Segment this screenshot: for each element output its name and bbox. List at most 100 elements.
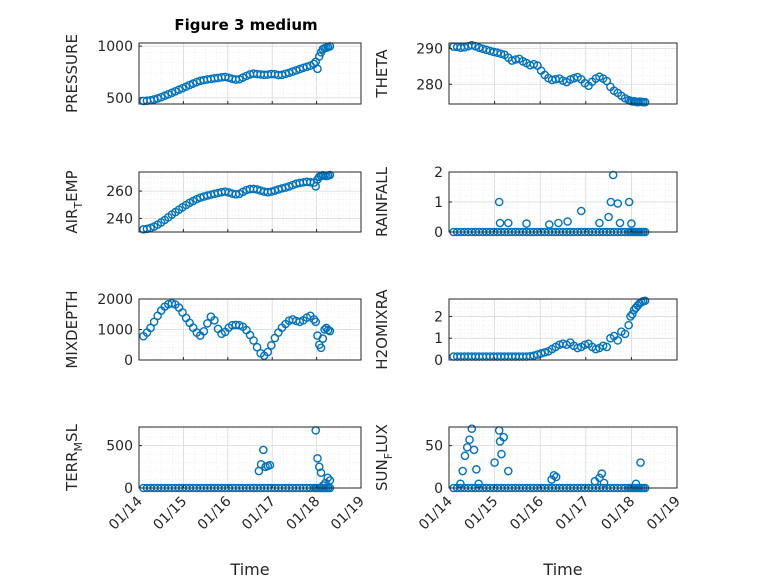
- data-point: [503, 218, 513, 228]
- x-axis-label: Time: [542, 560, 582, 579]
- data-point: [496, 49, 506, 59]
- x-axis-label: Time: [229, 560, 269, 579]
- y-tick-label: 2: [434, 309, 443, 325]
- data-point: [314, 52, 324, 61]
- y-tick-label: 1000: [97, 39, 133, 55]
- data-point: [522, 219, 531, 228]
- data-point: [591, 344, 601, 354]
- y-tick-label: 2000: [97, 292, 133, 308]
- data-point: [460, 451, 470, 461]
- data-point: [597, 469, 607, 478]
- data-point: [640, 296, 650, 306]
- data-point: [599, 478, 609, 488]
- axes-box: [138, 42, 362, 105]
- data-point: [306, 177, 315, 187]
- data-point: [265, 460, 275, 470]
- grid: [138, 427, 362, 489]
- data-point: [628, 309, 637, 319]
- y-axis-label: H2OMIXRA: [373, 289, 391, 370]
- data-point: [311, 317, 321, 327]
- x-ticks: [448, 357, 678, 360]
- data-point: [613, 199, 623, 208]
- y-tick-label: 0: [434, 225, 443, 241]
- data-point: [547, 475, 556, 484]
- data-point: [549, 470, 559, 480]
- data-point: [267, 341, 276, 350]
- data-point: [467, 40, 477, 50]
- data-point: [465, 435, 474, 445]
- y-axis-label: MIXDEPTH: [63, 290, 81, 368]
- data-point: [316, 468, 326, 478]
- y-tick-label: 1000: [97, 323, 133, 339]
- y-tick-label: 500: [106, 91, 133, 107]
- data-point: [467, 424, 477, 433]
- y-tick-label: 0: [434, 481, 443, 497]
- data-point: [503, 466, 513, 476]
- axes-box: [448, 42, 678, 105]
- grid: [138, 171, 362, 233]
- data-point: [456, 479, 465, 489]
- grid: [448, 171, 678, 233]
- data-point: [573, 343, 582, 353]
- data-point: [313, 454, 322, 463]
- data-point: [540, 348, 550, 357]
- data-point: [325, 170, 335, 180]
- y-ticks: 280 290: [416, 41, 452, 93]
- grid: [448, 298, 678, 361]
- data-point: [318, 481, 328, 490]
- subplot-h2omixra: 0 1 2 H2OMIXRA: [373, 289, 678, 370]
- y-axis-label: AIRTEMP: [63, 170, 85, 233]
- data-point: [602, 342, 612, 352]
- x-ticks: [448, 101, 678, 104]
- y-axis-label: TERRMSL: [63, 423, 85, 492]
- data-point: [320, 325, 329, 334]
- data-point: [472, 465, 481, 474]
- subplot-theta: 280 290 THETA: [373, 40, 678, 107]
- y-tick-label: 50: [425, 439, 443, 455]
- data-point: [321, 478, 330, 488]
- data-series: [139, 42, 335, 106]
- figure-title: Figure 3 medium: [174, 16, 317, 34]
- subplot-pressure: 500 1000 PRESSURE: [63, 34, 362, 113]
- y-ticks: 0 1000 2000: [97, 292, 142, 369]
- data-point: [249, 336, 258, 345]
- y-tick-label: 260: [106, 184, 133, 200]
- y-axis-label: RAINFALL: [373, 166, 391, 237]
- y-tick-label: 0: [124, 481, 133, 497]
- axes-box: [138, 171, 362, 233]
- data-series: [139, 170, 335, 234]
- data-point: [615, 218, 625, 228]
- data-point: [203, 319, 212, 328]
- data-point: [313, 64, 322, 74]
- y-tick-label: 500: [106, 439, 133, 455]
- y-ticks: 240 260: [106, 184, 142, 227]
- y-tick-label: 240: [106, 211, 133, 227]
- data-point: [624, 197, 634, 207]
- data-point: [231, 190, 241, 199]
- data-point: [595, 473, 604, 483]
- data-point: [149, 317, 159, 327]
- axes-box: [448, 298, 678, 361]
- subplot-rainfall: 0 1 2 RAINFALL: [373, 165, 678, 241]
- data-point: [325, 476, 335, 485]
- data-point: [631, 479, 641, 489]
- data-point: [624, 320, 633, 330]
- y-tick-label: 2: [434, 165, 443, 181]
- data-point: [259, 445, 268, 455]
- axes-box: [448, 426, 678, 489]
- y-axis-label: THETA: [373, 49, 391, 99]
- x-ticks: [448, 229, 678, 232]
- y-ticks: 0 500: [106, 439, 142, 497]
- data-point: [325, 326, 335, 336]
- data-point: [576, 206, 586, 216]
- subplot-mixdepth: 0 1000 2000 MIXDEPTH: [63, 290, 362, 369]
- data-point: [545, 220, 554, 229]
- data-point: [252, 342, 262, 352]
- y-tick-label: 1: [434, 195, 443, 211]
- data-point: [494, 197, 504, 207]
- y-tick-label: 1: [434, 331, 443, 347]
- y-ticks: 500 1000: [97, 39, 142, 107]
- data-point: [314, 462, 324, 472]
- data-point: [263, 347, 273, 357]
- data-point: [640, 97, 650, 107]
